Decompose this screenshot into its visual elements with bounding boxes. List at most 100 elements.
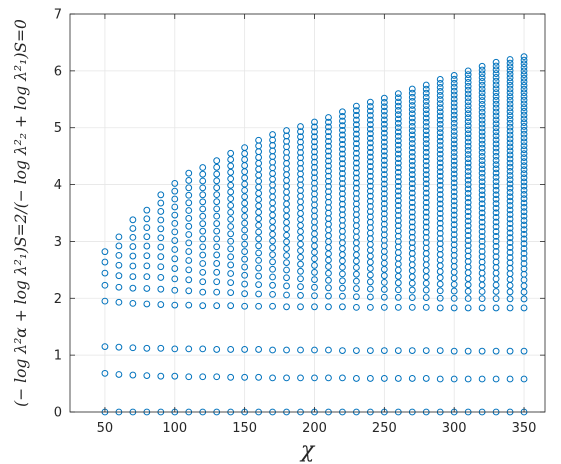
y-tick-label: 7 bbox=[54, 8, 62, 23]
data-point bbox=[506, 123, 514, 131]
data-point bbox=[213, 177, 221, 185]
data-point bbox=[478, 136, 486, 144]
data-point bbox=[478, 218, 486, 226]
data-point bbox=[339, 108, 346, 116]
data-point bbox=[478, 140, 486, 148]
data-point bbox=[478, 161, 486, 169]
data-point bbox=[366, 187, 374, 195]
data-point bbox=[325, 123, 332, 131]
data-point bbox=[506, 229, 514, 237]
data-point bbox=[422, 218, 430, 226]
data-point bbox=[520, 178, 528, 186]
data-point bbox=[492, 304, 500, 312]
data-point bbox=[478, 128, 486, 136]
data-point bbox=[478, 77, 486, 85]
data-point bbox=[227, 162, 235, 170]
data-point bbox=[464, 75, 472, 82]
data-point bbox=[464, 130, 472, 138]
data-point bbox=[520, 115, 528, 123]
data-point bbox=[478, 132, 486, 140]
data-point bbox=[325, 147, 332, 155]
data-point bbox=[353, 107, 360, 115]
data-point bbox=[255, 208, 263, 216]
data-point bbox=[129, 216, 137, 224]
data-point bbox=[269, 131, 276, 138]
data-point bbox=[436, 155, 444, 162]
data-point bbox=[520, 146, 528, 154]
data-point bbox=[325, 172, 332, 180]
data-point bbox=[143, 224, 151, 232]
data-point bbox=[394, 232, 402, 240]
data-point bbox=[478, 187, 486, 194]
data-point bbox=[353, 303, 360, 311]
data-point bbox=[241, 226, 249, 234]
data-point bbox=[380, 129, 388, 137]
data-point bbox=[297, 240, 304, 248]
data-point bbox=[506, 147, 514, 155]
data-point bbox=[185, 276, 193, 284]
data-point bbox=[199, 302, 207, 310]
data-point bbox=[129, 233, 137, 241]
data-point bbox=[506, 288, 514, 296]
data-point bbox=[492, 200, 500, 208]
data-point bbox=[506, 172, 514, 179]
data-point bbox=[101, 248, 109, 256]
data-point bbox=[520, 240, 528, 248]
data-point bbox=[520, 191, 528, 198]
data-point bbox=[478, 304, 486, 312]
data-point bbox=[464, 138, 472, 146]
data-point bbox=[422, 199, 430, 206]
data-point bbox=[325, 152, 332, 160]
data-point bbox=[185, 184, 193, 192]
data-point bbox=[520, 71, 528, 78]
data-point bbox=[492, 218, 500, 226]
data-point bbox=[115, 251, 123, 259]
data-point bbox=[520, 166, 528, 174]
data-point bbox=[464, 110, 472, 118]
data-point bbox=[492, 204, 500, 212]
data-point bbox=[450, 170, 458, 178]
data-point bbox=[241, 271, 249, 279]
data-point bbox=[353, 135, 360, 143]
data-point bbox=[422, 157, 430, 165]
data-point bbox=[436, 347, 444, 354]
data-point bbox=[255, 281, 263, 289]
data-point bbox=[199, 170, 207, 178]
data-point bbox=[408, 131, 416, 139]
data-point bbox=[353, 121, 360, 129]
data-point bbox=[171, 255, 179, 263]
data-point bbox=[241, 206, 249, 214]
data-point bbox=[520, 212, 528, 220]
data-point bbox=[380, 185, 388, 193]
data-point bbox=[325, 263, 332, 270]
data-point bbox=[492, 152, 500, 160]
data-point bbox=[436, 168, 444, 176]
data-point bbox=[436, 120, 444, 128]
data-point bbox=[283, 346, 290, 354]
data-point bbox=[408, 93, 416, 101]
data-point bbox=[450, 83, 458, 91]
data-point bbox=[283, 259, 290, 267]
data-point bbox=[506, 375, 514, 383]
data-point bbox=[143, 242, 151, 250]
data-point bbox=[380, 303, 388, 311]
data-point bbox=[464, 126, 472, 134]
data-point bbox=[464, 212, 472, 220]
data-point bbox=[394, 286, 402, 294]
data-point bbox=[520, 126, 528, 134]
data-point bbox=[325, 133, 332, 140]
data-point bbox=[353, 130, 360, 138]
data-point bbox=[171, 219, 179, 227]
data-point bbox=[464, 71, 472, 79]
data-point bbox=[520, 226, 528, 234]
data-point bbox=[241, 233, 249, 241]
data-point bbox=[339, 131, 346, 139]
data-point bbox=[227, 346, 235, 353]
data-point bbox=[436, 83, 444, 91]
data-point bbox=[311, 148, 318, 156]
data-point bbox=[311, 123, 318, 131]
data-point bbox=[422, 144, 430, 152]
data-point bbox=[408, 199, 416, 206]
data-point bbox=[199, 243, 207, 251]
data-point bbox=[478, 228, 486, 236]
